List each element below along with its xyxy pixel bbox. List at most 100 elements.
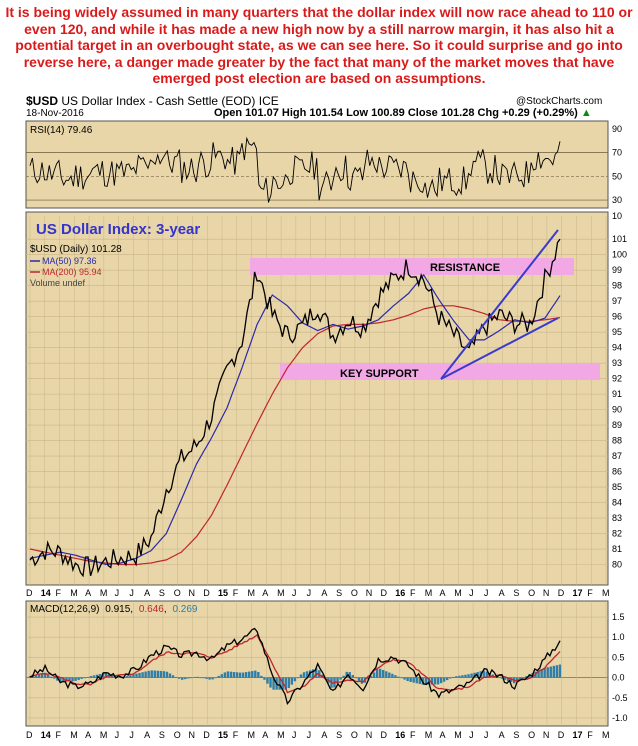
macd-hist-bar (366, 677, 370, 680)
macd-hist-bar (159, 670, 163, 678)
x-tick-label: N (188, 588, 195, 598)
rsi-tick-label: 30 (612, 195, 622, 205)
macd-hist-bar (43, 672, 47, 678)
macd-hist-bar (153, 670, 156, 678)
legend-ma200: MA(200) 95.94 (42, 267, 102, 277)
macd-legend-signal: 0.646 (139, 604, 164, 615)
rsi-tick-label: 70 (612, 148, 622, 158)
macd-legend-hist: 0.269 (172, 604, 197, 615)
x-tick-label: M (277, 730, 285, 740)
macd-hist-bar (144, 671, 147, 678)
price-tick-label: 99 (612, 265, 622, 275)
macd-hist-bar (244, 672, 248, 678)
macd-legend-macd: 0.915 (105, 604, 130, 615)
price-tick-label: 84 (612, 498, 622, 508)
macd-hist-bar (80, 677, 83, 679)
macd-hist-bar (445, 677, 449, 681)
macd-panel-bg (25, 600, 609, 727)
macd-hist-bar (345, 671, 348, 678)
macd-hist-bar (129, 675, 132, 678)
macd-hist-bar (272, 677, 275, 690)
x-tick-label: O (351, 588, 358, 598)
macd-hist-bar (126, 675, 129, 678)
price-tick-label: 90 (612, 405, 622, 415)
macd-hist-bar (482, 670, 485, 678)
support-zone (280, 364, 600, 380)
price-tick-label: 98 (612, 281, 622, 291)
x-tick-label: J (115, 588, 120, 598)
macd-hist-bar (248, 671, 251, 678)
macd-hist-bar (278, 677, 281, 690)
macd-hist-bar (50, 676, 53, 678)
macd-hist-bar (385, 671, 388, 678)
macd-tick-label: 1.0 (612, 632, 625, 642)
macd-hist-bar (65, 677, 68, 682)
x-tick-label: N (366, 730, 373, 740)
macd-hist-bar (74, 677, 77, 681)
x-tick-label: S (336, 588, 342, 598)
x-tick-label: A (85, 730, 91, 740)
x-tick-label: A (440, 588, 446, 598)
price-tick-label: 93 (612, 358, 622, 368)
x-tick-label: M (70, 730, 78, 740)
macd-hist-bar (372, 672, 376, 678)
price-tick-label: 81 (612, 544, 622, 554)
x-tick-label: J (129, 588, 134, 598)
macd-hist-bar (59, 677, 62, 683)
macd-hist-bar (378, 668, 382, 678)
x-tick-label: J (469, 588, 474, 598)
legend-price: $USD (Daily) 101.28 (30, 244, 122, 255)
x-tick-label: J (292, 730, 297, 740)
macd-hist-bar (473, 672, 476, 678)
macd-hist-bar (220, 674, 223, 678)
macd-hist-bar (375, 669, 379, 678)
macd-hist-bar (409, 677, 412, 682)
macd-hist-bar (394, 675, 397, 678)
macd-hist-bar (71, 677, 74, 682)
macd-hist-bar (287, 677, 291, 689)
legend-ma50: MA(50) 97.36 (42, 256, 97, 266)
x-tick-label: J (292, 588, 297, 598)
x-tick-label: D (558, 588, 565, 598)
macd-x-axis: D 14 F M A M J J A S O N D 15 F M A M J J A S O N D 16 F M A M J J A S O N D… (26, 730, 610, 740)
macd-hist-bar (187, 677, 190, 679)
price-axis: 80 81 82 83 84 85 86 87 88 89 90 91 92 93 94 95 96 97 98 99… (612, 211, 627, 570)
macd-hist-bar (190, 677, 193, 679)
price-tick-label: 86 (612, 467, 622, 477)
macd-hist-bar (193, 677, 196, 678)
rsi-axis: 30 50 70 90 (612, 124, 622, 205)
x-tick-label: A (144, 730, 150, 740)
macd-hist-bar (241, 672, 245, 678)
x-tick-label: M (248, 730, 256, 740)
macd-hist-bar (543, 667, 546, 678)
x-tick-label: N (543, 730, 550, 740)
macd-hist-bar (467, 674, 470, 678)
resistance-label: RESISTANCE (430, 262, 500, 274)
macd-hist-bar (147, 670, 150, 678)
macd-hist-bar (336, 677, 339, 684)
x-tick-label: M (425, 730, 433, 740)
x-tick-label: S (159, 588, 165, 598)
macd-hist-bar (497, 677, 501, 679)
exchange: ICE (258, 94, 279, 108)
x-tick-label: A (321, 588, 327, 598)
x-tick-label: J (307, 588, 312, 598)
macd-hist-bar (388, 672, 391, 678)
macd-hist-bar (89, 676, 93, 678)
lower-trendline (440, 317, 559, 380)
x-tick-label: M (100, 588, 108, 598)
macd-hist-bar (476, 671, 479, 678)
macd-hist-bar (558, 664, 562, 678)
x-tick-label: O (351, 730, 358, 740)
macd-hist-bar (311, 669, 315, 678)
price-tick-label: 100 (612, 250, 627, 260)
x-tick-label: A (144, 588, 150, 598)
macd-hist-bar (305, 671, 309, 678)
macd-hist-bar (223, 672, 227, 678)
x-tick-label: F (587, 730, 593, 740)
macd-hist-bar (202, 677, 205, 679)
x-tick-label: O (528, 588, 535, 598)
macd-hist-bar (430, 677, 434, 685)
macd-hist-bar (522, 677, 525, 679)
